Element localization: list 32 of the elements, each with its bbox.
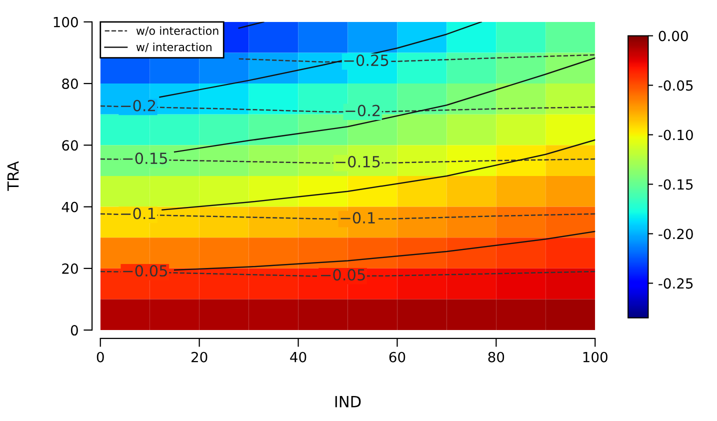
color-bar-label: -0.20 (658, 228, 693, 240)
annotation: −0.25 (344, 54, 388, 66)
annotation: −0.15 (336, 156, 380, 168)
x-tick-label: 60 (389, 352, 406, 362)
y-axis-title: TRA (7, 161, 19, 191)
y-tick-label: 20 (62, 263, 78, 274)
annotation: −0.1 (340, 212, 375, 224)
annotation: −0.2 (346, 104, 380, 116)
color-bar-label: -0.25 (658, 278, 693, 289)
annotation: −0.2 (121, 100, 155, 112)
color-bar-label: -0.10 (658, 130, 693, 140)
x-axis-title: IND (335, 396, 361, 408)
line-series (174, 230, 596, 271)
x-tick-label: 100 (583, 352, 608, 362)
y-tick-label: 40 (62, 202, 78, 212)
annotation: −0.1 (121, 208, 156, 220)
y-tick-label: 100 (54, 16, 78, 28)
color-bar-label: -0.15 (658, 179, 693, 190)
annotation: −0.15 (123, 152, 167, 164)
y-tick-label: 60 (62, 140, 78, 151)
y-tick-label: 80 (62, 78, 78, 89)
x-tick-label: 80 (488, 352, 504, 362)
color-bar-label: 0.00 (658, 30, 688, 42)
x-tick-label: 40 (290, 352, 306, 362)
legend-label: w/o interaction (136, 26, 218, 36)
annotation: −0.05 (123, 265, 167, 277)
y-tick-label: 0 (70, 325, 78, 336)
legend-label: w/ interaction (136, 42, 212, 52)
x-tick-label: 0 (96, 352, 104, 362)
x-tick-label: 20 (192, 352, 208, 362)
color-bar-label: -0.05 (658, 80, 693, 91)
annotation: −0.05 (321, 269, 365, 281)
